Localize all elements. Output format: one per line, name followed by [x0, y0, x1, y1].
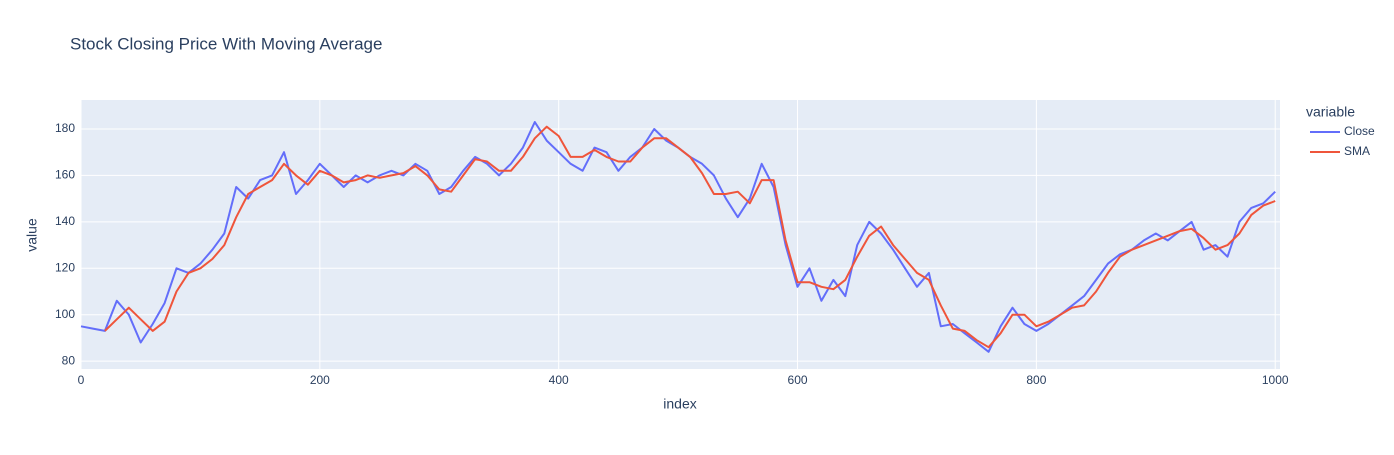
x-tick-label: 400 — [549, 373, 569, 387]
y-tick-label: 80 — [62, 353, 76, 367]
x-tick-label: 200 — [310, 373, 330, 387]
y-axis-title: value — [24, 218, 40, 252]
y-tick-label: 180 — [55, 121, 75, 135]
x-tick-label: 0 — [78, 373, 85, 387]
y-tick-label: 160 — [55, 168, 75, 182]
x-tick-label: 800 — [1026, 373, 1046, 387]
y-tick-label: 140 — [55, 214, 75, 228]
series-line — [104, 125, 1276, 349]
legend-label: Close — [1344, 124, 1375, 138]
legend-label: SMA — [1344, 144, 1370, 158]
chart-title: Stock Closing Price With Moving Average — [70, 34, 382, 53]
legend-title: variable — [1306, 104, 1355, 120]
plot-area — [81, 100, 1280, 369]
x-tick-label: 1000 — [1262, 373, 1289, 387]
x-axis-title: index — [663, 396, 696, 412]
y-tick-label: 100 — [55, 307, 75, 321]
y-tick-label: 120 — [55, 260, 75, 274]
x-tick-label: 600 — [788, 373, 808, 387]
